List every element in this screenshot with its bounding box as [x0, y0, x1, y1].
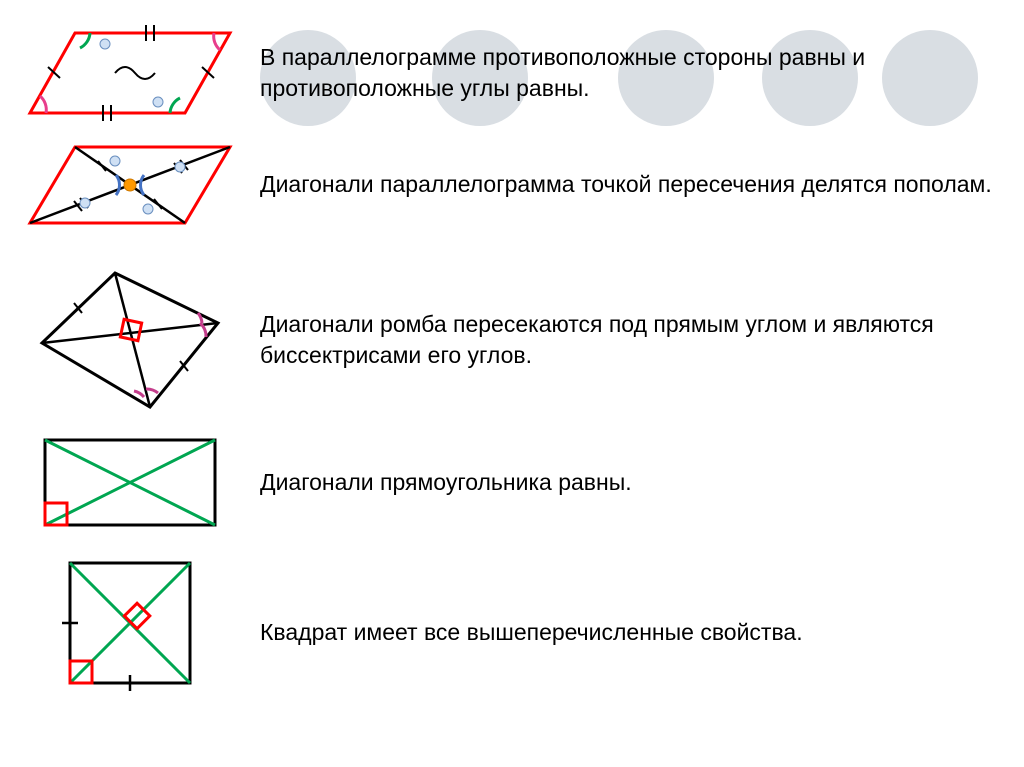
text-rectangle: Диагонали прямоугольника равны.	[260, 467, 662, 498]
figure-square	[0, 548, 260, 718]
figure-rhombus	[0, 265, 260, 415]
figure-parallelogram-2	[0, 135, 260, 235]
text-parallelogram-1: В параллелограмме противоположные сторон…	[260, 42, 1024, 104]
row-square: Квадрат имеет все вышеперечисленные свой…	[0, 548, 1024, 718]
row-rhombus: Диагонали ромба пересекаются под прямым …	[0, 265, 1024, 415]
row-parallelogram-sides: В параллелограмме противоположные сторон…	[0, 18, 1024, 128]
figure-parallelogram-1	[0, 18, 260, 128]
figure-rectangle	[0, 430, 260, 535]
text-rhombus: Диагонали ромба пересекаются под прямым …	[260, 309, 1024, 371]
row-parallelogram-diagonals: Диагонали параллелограмма точкой пересеч…	[0, 135, 1024, 235]
text-parallelogram-2: Диагонали параллелограмма точкой пересеч…	[260, 169, 1022, 200]
text-square: Квадрат имеет все вышеперечисленные свой…	[260, 617, 833, 648]
row-rectangle: Диагонали прямоугольника равны.	[0, 430, 1024, 535]
